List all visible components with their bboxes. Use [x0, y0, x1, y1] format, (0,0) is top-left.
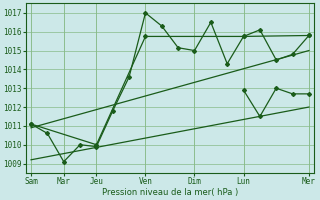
X-axis label: Pression niveau de la mer( hPa ): Pression niveau de la mer( hPa ) [102, 188, 238, 197]
